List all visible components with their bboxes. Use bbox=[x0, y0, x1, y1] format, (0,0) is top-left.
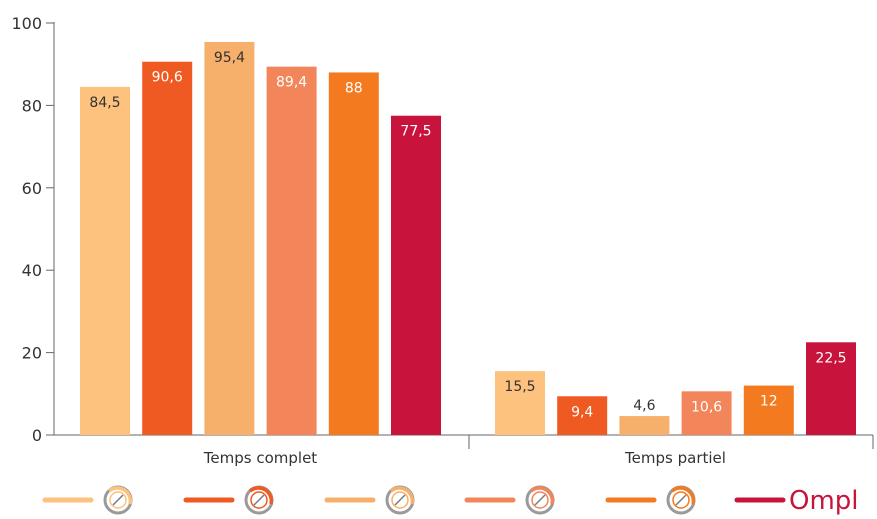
data-label: 89,4 bbox=[276, 75, 307, 91]
chart-legend: Ompl bbox=[42, 485, 859, 516]
ompl-logo: Ompl bbox=[789, 486, 859, 516]
legend-item bbox=[324, 485, 415, 515]
data-label: 84,5 bbox=[89, 95, 120, 111]
data-label: 10,6 bbox=[691, 399, 722, 415]
bar bbox=[681, 391, 732, 435]
bar bbox=[204, 41, 255, 436]
chart-bars: 84,5 90,6 95,4 89,4 88 77,5 15,5 9,4 4,6 10,6 12 22… bbox=[80, 41, 856, 436]
y-tick-label: 40 bbox=[22, 261, 42, 280]
legend-item bbox=[605, 485, 696, 515]
bar bbox=[80, 86, 130, 436]
legend-item: Ompl bbox=[734, 486, 859, 516]
bar bbox=[266, 66, 317, 435]
bar bbox=[619, 416, 670, 435]
data-label: 12 bbox=[760, 394, 778, 410]
y-tick-label: 100 bbox=[11, 14, 42, 33]
data-label: 22,5 bbox=[815, 350, 846, 366]
x-category-label: Temps partiel bbox=[624, 449, 726, 467]
legend-item bbox=[183, 485, 274, 515]
data-label: 88 bbox=[345, 80, 363, 96]
architect-icon bbox=[103, 485, 133, 515]
data-label: 77,5 bbox=[400, 124, 431, 140]
vehicle-inspection-icon bbox=[385, 485, 415, 515]
legend-item bbox=[42, 485, 133, 515]
bar bbox=[557, 396, 608, 435]
bar bbox=[328, 72, 379, 435]
x-category-label: Temps complet bbox=[203, 449, 318, 467]
house-icon bbox=[244, 485, 274, 515]
chart-axes: 0 20 40 60 80 100 Temps complet Temps partiel bbox=[11, 14, 874, 467]
data-label: 90,6 bbox=[152, 70, 183, 86]
bar bbox=[391, 115, 441, 435]
bar bbox=[142, 61, 193, 436]
data-label: 9,4 bbox=[571, 404, 593, 420]
y-tick-label: 60 bbox=[22, 179, 42, 198]
y-tick-label: 0 bbox=[32, 426, 42, 445]
bar bbox=[743, 385, 794, 435]
bar bbox=[495, 371, 545, 435]
environment-icon bbox=[666, 485, 696, 515]
bar bbox=[806, 342, 856, 435]
data-label: 4,6 bbox=[633, 398, 655, 414]
data-label: 15,5 bbox=[504, 379, 535, 395]
data-label: 95,4 bbox=[214, 50, 245, 66]
y-tick-label: 20 bbox=[22, 344, 42, 363]
y-tick-label: 80 bbox=[22, 96, 42, 115]
surveyor-icon bbox=[525, 485, 555, 515]
legend-item bbox=[464, 485, 555, 515]
